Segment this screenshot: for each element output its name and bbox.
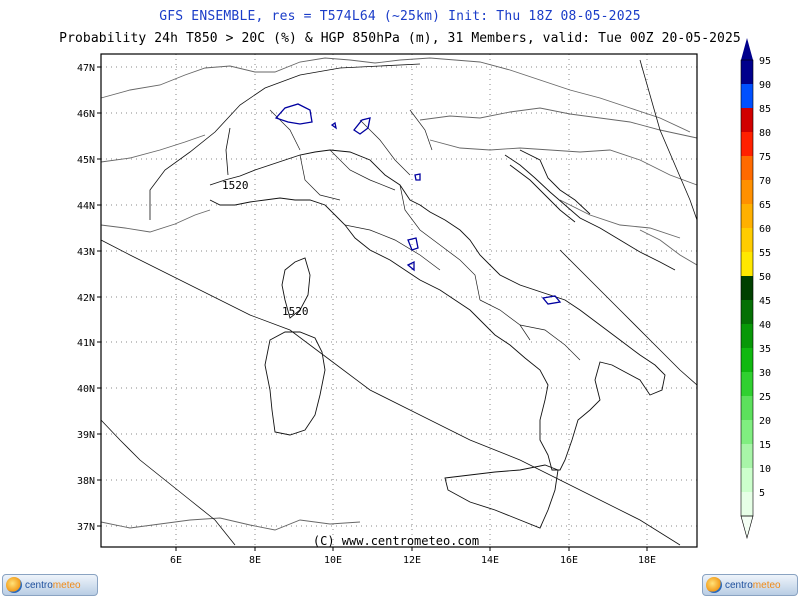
colorbar-label: 60 (759, 224, 771, 235)
contour-label: 1520 (282, 305, 309, 318)
colorbar-segment (741, 252, 753, 276)
country-borders (100, 57, 698, 531)
colorbar-high-arrow (741, 38, 753, 60)
lon-label: 6E (170, 555, 182, 566)
lat-label: 46N (77, 109, 95, 120)
colorbar-segment (741, 204, 753, 228)
colorbar-segment (741, 180, 753, 204)
colorbar-label: 50 (759, 272, 771, 283)
colorbar-segment (741, 348, 753, 372)
lon-label: 12E (403, 555, 421, 566)
map-subtitle: Probability 24h T850 > 20C (%) & HGP 850… (59, 31, 741, 46)
colorbar-label: 45 (759, 296, 771, 307)
lon-label: 14E (481, 555, 499, 566)
colorbar-label: 65 (759, 200, 771, 211)
centrometeo-logo-left[interactable]: centrometeo (2, 574, 98, 596)
colorbar-segment (741, 396, 753, 420)
colorbar-segment (741, 156, 753, 180)
colorbar-label: 85 (759, 104, 771, 115)
copyright-text: (C) www.centrometeo.com (313, 534, 479, 548)
italy-coastline (209, 149, 676, 529)
logo-text: meteo (52, 579, 81, 591)
lon-label: 10E (324, 555, 342, 566)
colorbar-label: 25 (759, 392, 771, 403)
probability-colorbar: 5 10 15 20 25 30 35 40 45 50 55 60 65 70 75 80 85 90 95 (740, 38, 771, 540)
centrometeo-logo-right[interactable]: centrometeo (702, 574, 798, 596)
colorbar-segment (741, 324, 753, 348)
lat-label: 39N (77, 430, 95, 441)
colorbar-label: 55 (759, 248, 771, 259)
lat-label: 38N (77, 476, 95, 487)
logo-text: centro (25, 579, 53, 591)
probability-areas (274, 103, 562, 305)
lat-label: 44N (77, 201, 95, 212)
lat-label: 41N (77, 338, 95, 349)
colorbar-frame (740, 59, 754, 517)
globe-icon (6, 577, 22, 593)
colorbar-label: 80 (759, 128, 771, 139)
colorbar-label: 90 (759, 80, 771, 91)
colorbar-label: 40 (759, 320, 771, 331)
colorbar-label: 35 (759, 344, 771, 355)
map-title: GFS ENSEMBLE, res = T574L64 (~25km) Init… (159, 9, 641, 24)
colorbar-label: 95 (759, 56, 771, 67)
logo-text: centro (725, 579, 753, 591)
lat-label: 42N (77, 293, 95, 304)
lat-label: 47N (77, 63, 95, 74)
map-frame (100, 53, 698, 548)
colorbar-segment (741, 492, 753, 516)
colorbar-segment (741, 132, 753, 156)
colorbar-label: 15 (759, 440, 771, 451)
contour-label: 1520 (222, 179, 249, 192)
colorbar-segment (741, 84, 753, 108)
lat-label: 43N (77, 247, 95, 258)
colorbar-segment (741, 444, 753, 468)
globe-icon (706, 577, 722, 593)
colorbar-label: 75 (759, 152, 771, 163)
lat-label: 45N (77, 155, 95, 166)
colorbar-segment (741, 468, 753, 492)
hgp-contours (100, 59, 698, 546)
lat-label: 37N (77, 522, 95, 533)
logo-text: meteo (752, 579, 781, 591)
lon-label: 8E (249, 555, 261, 566)
colorbar-low-arrow (740, 515, 754, 540)
colorbar-label: 5 (759, 488, 765, 499)
colorbar-label: 70 (759, 176, 771, 187)
colorbar-label: 30 (759, 368, 771, 379)
colorbar-segment (741, 108, 753, 132)
colorbar-segment (741, 420, 753, 444)
internal-regions (269, 109, 581, 361)
colorbar-segment (741, 300, 753, 324)
colorbar-label: 10 (759, 464, 771, 475)
lon-label: 18E (638, 555, 656, 566)
grid-lines (101, 54, 697, 547)
lon-label: 16E (560, 555, 578, 566)
colorbar-segment (741, 372, 753, 396)
colorbar-label: 20 (759, 416, 771, 427)
lat-label: 40N (77, 384, 95, 395)
colorbar-segment (741, 60, 753, 84)
colorbar-segment (741, 228, 753, 252)
colorbar-segment (741, 276, 753, 300)
